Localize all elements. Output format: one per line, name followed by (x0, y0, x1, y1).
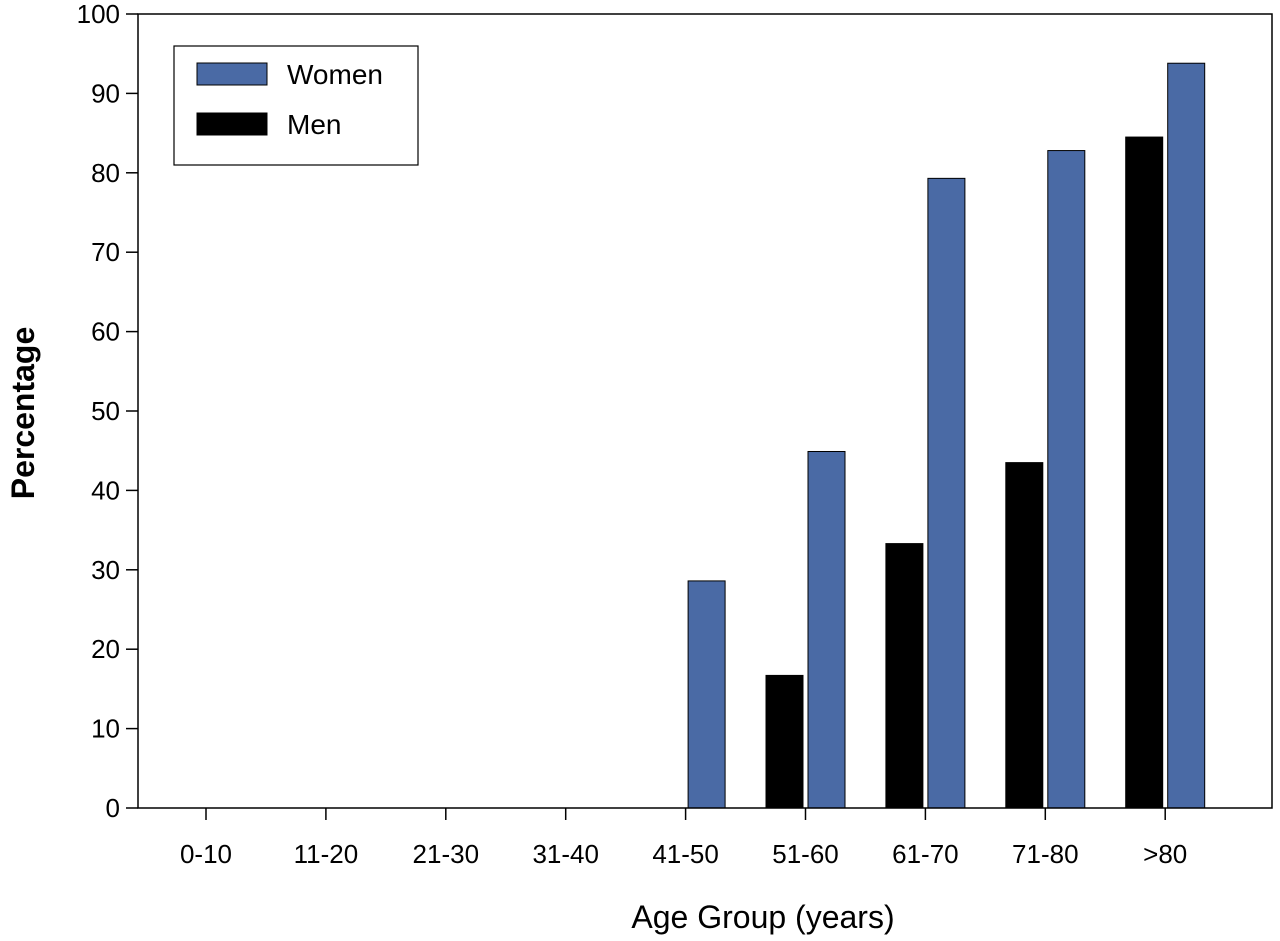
bar-men (1125, 136, 1164, 809)
bar-men (1005, 462, 1044, 809)
y-tick-label: 100 (77, 0, 120, 29)
x-tick-label: 41-50 (652, 839, 719, 869)
y-tick-label: 0 (106, 793, 120, 823)
bar-men (885, 543, 924, 809)
y-tick-label: 50 (91, 396, 120, 426)
x-tick-label: 11-20 (294, 839, 359, 869)
y-tick-label: 20 (91, 634, 120, 664)
bar-women (807, 450, 846, 809)
x-tick-label: >80 (1143, 839, 1187, 869)
bar-women (927, 177, 966, 809)
y-axis: 0 10 20 30 40 50 60 70 80 90 100 (77, 0, 138, 823)
legend-label-men: Men (287, 109, 341, 140)
y-tick-label: 40 (91, 475, 120, 505)
y-tick-label: 90 (91, 78, 120, 108)
legend-swatch-women (196, 62, 268, 86)
x-axis: 0-10 11-20 21-30 31-40 41-50 51-60 61-70 71-80 >… (180, 808, 1187, 869)
bar-women (1047, 150, 1086, 809)
bars-layer (687, 62, 1206, 809)
y-tick-label: 70 (91, 237, 120, 267)
x-tick-label: 61-70 (892, 839, 959, 869)
x-tick-label: 31-40 (532, 839, 599, 869)
y-tick-label: 30 (91, 555, 120, 585)
bar-women (687, 580, 726, 809)
y-tick-label: 10 (91, 714, 120, 744)
x-axis-title: Age Group (years) (631, 899, 894, 935)
x-tick-label: 21-30 (413, 839, 480, 869)
y-tick-label: 60 (91, 317, 120, 347)
legend-swatch-men (196, 112, 268, 136)
y-tick-label: 80 (91, 158, 120, 188)
bar-men (765, 674, 804, 809)
y-axis-title: Percentage (5, 327, 41, 500)
x-tick-label: 51-60 (772, 839, 839, 869)
x-tick-label: 0-10 (180, 839, 232, 869)
x-tick-label: 71-80 (1012, 839, 1079, 869)
legend-label-women: Women (287, 59, 383, 90)
bar-women (1167, 62, 1206, 809)
legend: Women Men (173, 45, 419, 166)
